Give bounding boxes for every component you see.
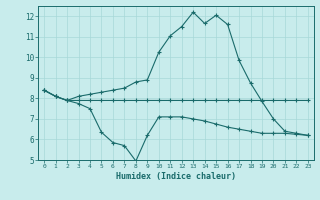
- X-axis label: Humidex (Indice chaleur): Humidex (Indice chaleur): [116, 172, 236, 181]
